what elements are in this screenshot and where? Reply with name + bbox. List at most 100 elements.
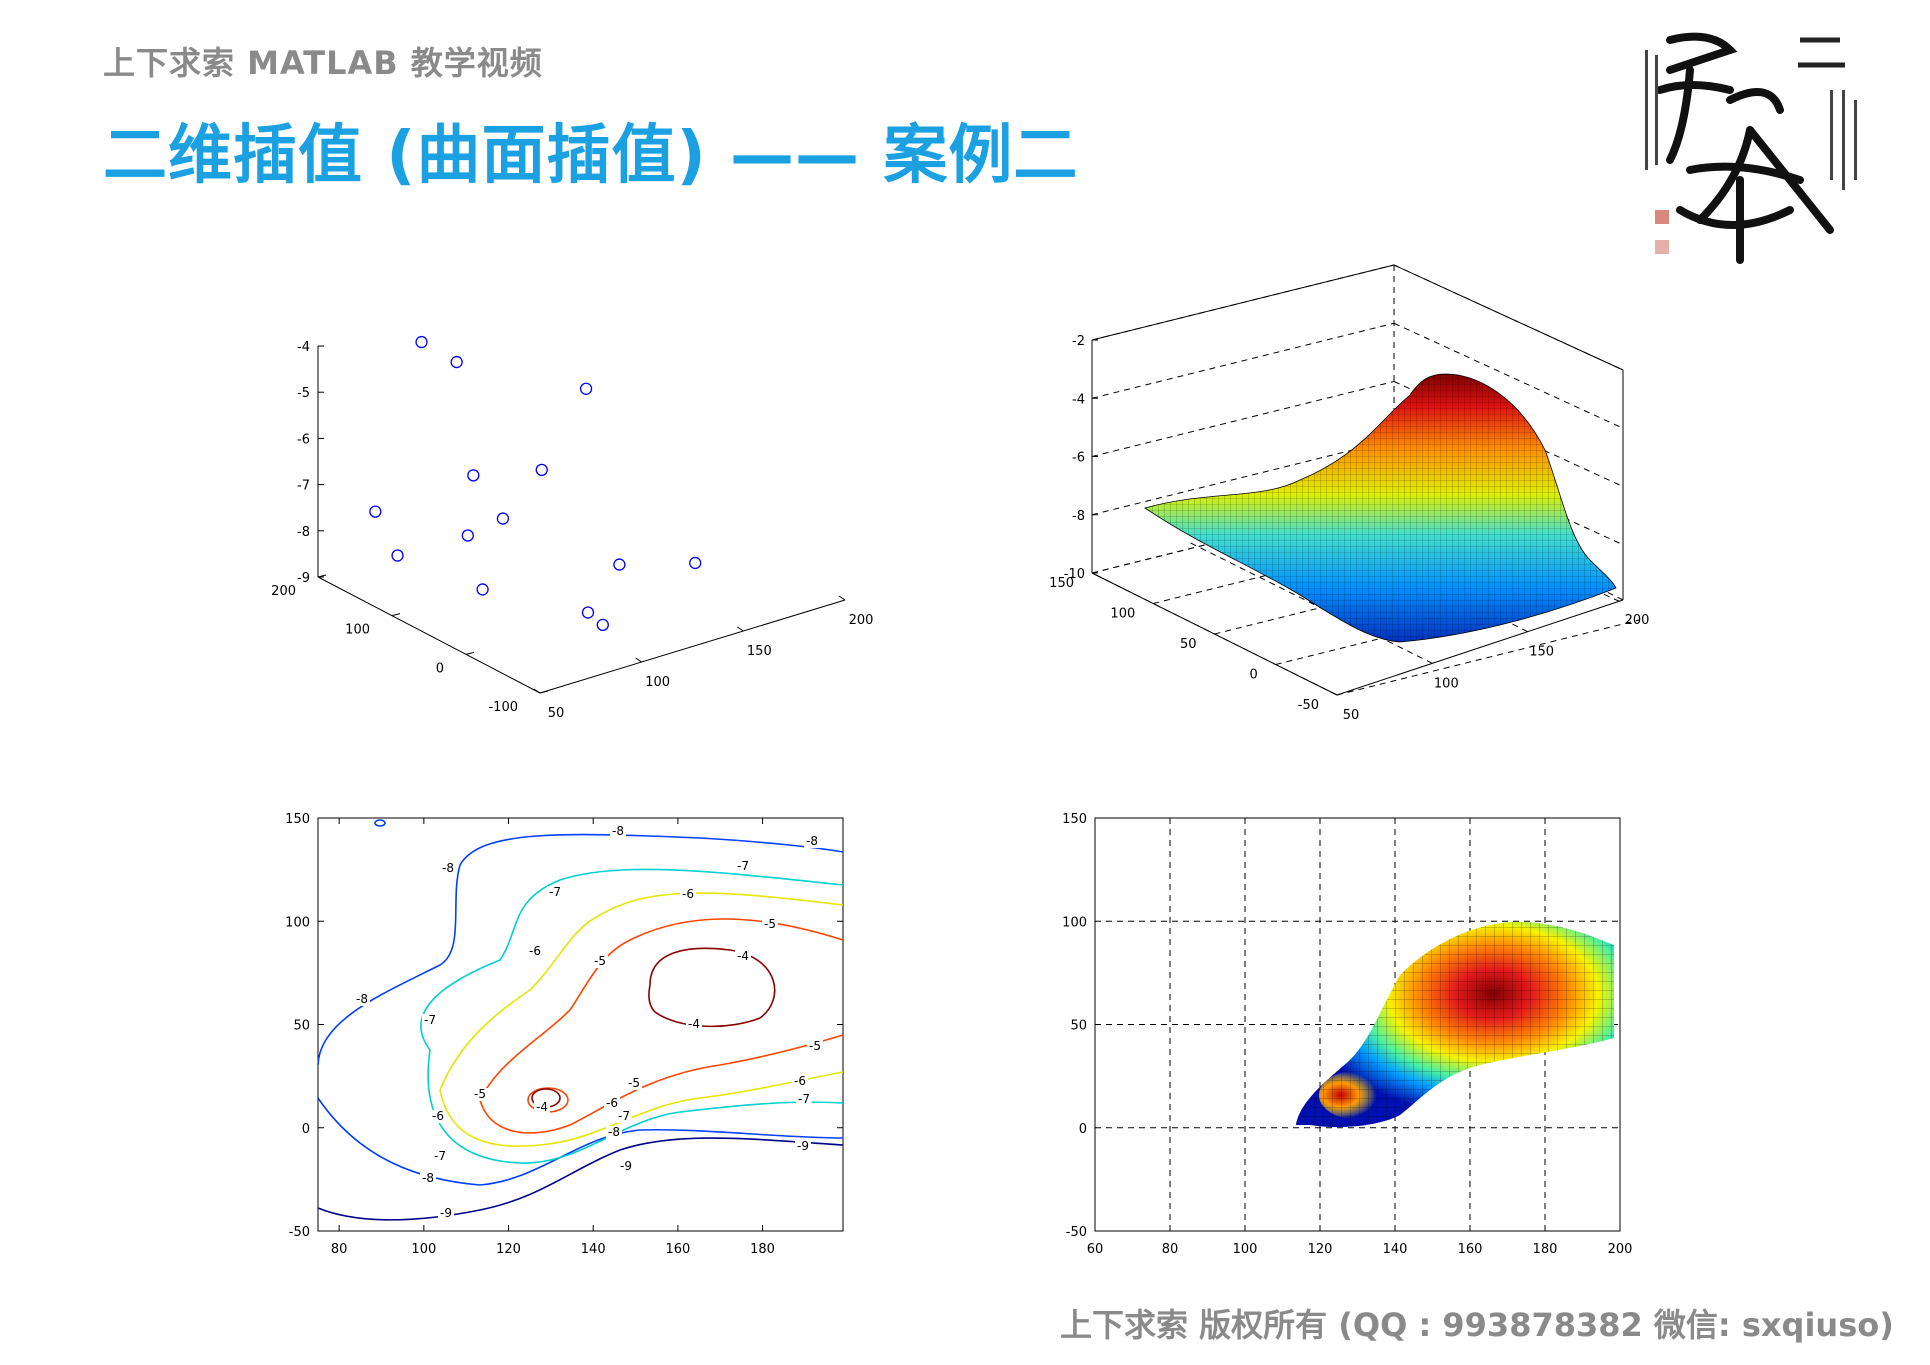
- scatter3d-y-tick: 100: [345, 623, 370, 638]
- surface3d-y-tick: 50: [1180, 637, 1197, 652]
- scatter3d-y-tick: 0: [436, 661, 444, 676]
- scatter3d-axes: [317, 346, 846, 694]
- copyright-footer: 上下求索 版权所有 (QQ : 993878382 微信: sxqiuso): [1060, 1306, 1894, 1344]
- contour-chart: -8-8-8-8-8-8-7-7-7-7-7-7-6-6-6-6-6-5-5-5…: [285, 812, 844, 1257]
- contour-level-label: -6: [606, 1096, 618, 1110]
- scatter3d-x-tick: 150: [747, 644, 772, 659]
- contour-level-label: -4: [536, 1100, 548, 1114]
- contour-level-label: -7: [737, 859, 749, 873]
- heatmap-x-tick: 60: [1087, 1242, 1104, 1257]
- scatter3d-points: [369, 335, 702, 632]
- scatter3d-x-tick: 200: [849, 613, 874, 628]
- heatmap-x-tick: 100: [1233, 1242, 1258, 1257]
- contour-level-label: -7: [434, 1149, 446, 1163]
- scatter3d-point: [369, 505, 382, 518]
- scatter3d-point: [689, 556, 702, 570]
- heatmap-y-tick: 50: [1070, 1019, 1087, 1034]
- surface3d-mesh-lines: [1145, 374, 1616, 642]
- surface3d-y-tick: 0: [1249, 668, 1257, 683]
- scatter3d-z-tick: -6: [297, 432, 310, 447]
- contour-x-tick: 100: [411, 1242, 436, 1257]
- contour-level-label: -5: [809, 1039, 821, 1053]
- contour-level-label: -6: [432, 1109, 444, 1123]
- scatter3d-point: [450, 355, 463, 369]
- contour-level-label: -9: [440, 1206, 452, 1220]
- page-title: 二维插值 (曲面插值) —— 案例二: [103, 119, 1079, 193]
- contour-x-tick: 80: [331, 1242, 348, 1257]
- scatter3d-point: [391, 549, 404, 562]
- heatmap-y-tick: 100: [1062, 915, 1087, 930]
- scatter3d-z-tick: -7: [297, 479, 310, 494]
- contour-level-label: -9: [620, 1159, 632, 1173]
- contour-y-tick: 150: [285, 812, 310, 827]
- surface3d-ticks: -2 -4 -6 -8 -10 -50 0 50 100 150 50 100 150 200: [1049, 334, 1649, 723]
- contour-ticks: 80 100 120 140 160 180 -50 0 50 100 150: [285, 812, 843, 1257]
- contour-y-tick: 50: [293, 1019, 310, 1034]
- contour-x-tick: 180: [750, 1242, 775, 1257]
- surface3d-y-tick: 100: [1110, 607, 1135, 622]
- surface3d-z-tick: -6: [1072, 451, 1085, 466]
- heatmap-x-tick: 80: [1162, 1242, 1179, 1257]
- scatter3d-point: [467, 469, 480, 482]
- heatmap-x-tick: 200: [1608, 1242, 1633, 1257]
- contour-level-label: -4: [737, 949, 749, 963]
- heatmap-x-tick: 160: [1458, 1242, 1483, 1257]
- heatmap-y-tick: -50: [1066, 1225, 1087, 1240]
- scatter3d-z-tick: -9: [297, 571, 310, 586]
- contour-x-tick: 120: [496, 1242, 521, 1257]
- heatmap-y-tick: 150: [1062, 812, 1087, 827]
- scatter3d-y-tick: -100: [488, 700, 518, 715]
- contour-level-label: -5: [474, 1087, 486, 1101]
- contour-level-label: -6: [682, 887, 694, 901]
- scatter3d-y-tick: 200: [271, 584, 296, 599]
- surface3d-z-tick: -10: [1064, 567, 1085, 582]
- contour-level-label: -8: [442, 861, 454, 875]
- scatter3d-point: [535, 463, 548, 477]
- heatmap-grid: [1095, 818, 1620, 1231]
- surface3d-chart: -2 -4 -6 -8 -10 -50 0 50 100 150 50 100 150 200: [1049, 264, 1649, 723]
- scatter3d-point: [461, 529, 474, 542]
- scatter3d-z-tick: -4: [297, 340, 310, 355]
- surface3d-z-tick: -8: [1072, 509, 1085, 524]
- heatmap-x-tick: 180: [1533, 1242, 1558, 1257]
- scatter3d-z-tick: -8: [297, 525, 310, 540]
- surface3d-x-tick: 50: [1343, 708, 1360, 723]
- surface3d-z-tick: -4: [1072, 392, 1085, 407]
- scatter3d-point: [596, 618, 609, 632]
- contour-y-tick: 100: [285, 915, 310, 930]
- contour-level-label: -7: [618, 1109, 630, 1123]
- contour-level-label: -5: [594, 954, 606, 968]
- surface3d-z-tick: -2: [1072, 334, 1085, 349]
- scatter3d-point: [415, 335, 428, 349]
- heatmap-x-tick: 140: [1383, 1242, 1408, 1257]
- scatter3d-z-tick: -5: [297, 386, 310, 401]
- scatter3d-point: [496, 512, 510, 525]
- contour-level-labels: -8-8-8-8-8-8-7-7-7-7-7-7-6-6-6-6-6-5-5-5…: [354, 824, 823, 1220]
- contour-level-label: -8: [608, 1125, 620, 1139]
- scatter3d-point: [613, 558, 626, 571]
- contour-level-label: -6: [529, 944, 541, 958]
- scatter3d-ticks: -4 -5 -6 -7 -8 -9 -100 0 100 200 50 100 150 200: [271, 340, 873, 721]
- scatter3d-x-axis: [539, 599, 846, 694]
- scatter3d-point: [581, 606, 595, 619]
- contour-x-tick: 140: [581, 1242, 606, 1257]
- heatmap-y-tick: 0: [1079, 1122, 1087, 1137]
- scatter3d-x-tick: 100: [645, 675, 670, 690]
- surface3d-x-tick: 200: [1625, 613, 1650, 628]
- surface3d-x-tick: 150: [1529, 645, 1554, 660]
- subtitle: 上下求索 MATLAB 教学视频: [103, 44, 543, 82]
- scatter3d-point: [579, 382, 593, 395]
- scatter3d-y-axis: [317, 576, 541, 694]
- heatmap-cells: [1296, 921, 1614, 1128]
- contour-level-label: -7: [424, 1013, 436, 1027]
- contour-level-label: -8: [356, 992, 368, 1006]
- surface3d-y-tick: 150: [1049, 576, 1074, 591]
- scatter3d-x-tick: 50: [548, 706, 565, 721]
- heatmap-x-tick: 120: [1308, 1242, 1333, 1257]
- contour-level-label: -8: [422, 1171, 434, 1185]
- calligraphy-seal-logo: [1630, 10, 1890, 275]
- contour-level-label: -8: [612, 824, 624, 838]
- heatmap-ticks: 60 80 100 120 140 160 180 200 -50 0 50 100 150: [1062, 812, 1632, 1257]
- contour-lines: [317, 819, 844, 1221]
- scatter3d-point: [476, 583, 489, 596]
